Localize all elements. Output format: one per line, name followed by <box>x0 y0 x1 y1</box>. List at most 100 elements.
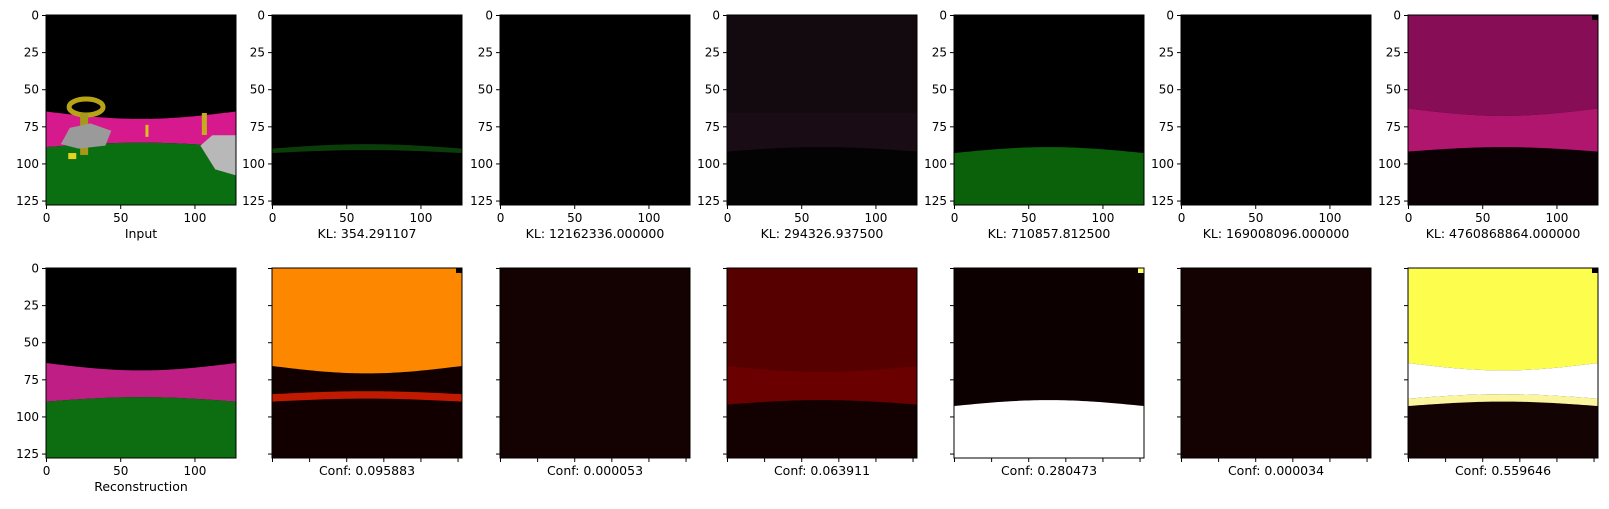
y-tick-label: 100 <box>16 410 39 424</box>
top-panel-4: 0 50 100 0 25 50 75 100 125 KL: 710857.812500 <box>924 9 1145 241</box>
top-panel-1: 0 50 100 0 25 50 75 100 125 KL: 354.291107 <box>242 9 463 241</box>
white-wall-band <box>1408 363 1598 399</box>
green-horizon-line <box>272 144 462 154</box>
x-tick-label: 100 <box>1091 211 1114 225</box>
dark-floor <box>727 400 917 458</box>
y-tick-label: 25 <box>24 299 39 313</box>
red-horizon-band <box>272 391 462 402</box>
image-heatmap <box>272 268 462 458</box>
orange-sky-region <box>272 268 462 374</box>
y-tick-label: 50 <box>1386 83 1401 97</box>
corner-pixel <box>456 268 462 273</box>
x-tick-label: 0 <box>43 464 51 478</box>
top-panel-5: 0 50 100 0 25 50 75 100 125 KL: 169008096.000000 <box>1151 9 1372 241</box>
image-heatmap <box>954 268 1144 458</box>
x-tick-label: 50 <box>567 211 582 225</box>
floor-region <box>46 142 236 205</box>
y-tick-label: 25 <box>24 46 39 60</box>
y-tick-label: 0 <box>31 262 39 276</box>
panel-caption: Conf: 0.280473 <box>1001 463 1097 478</box>
panel-caption: KL: 4760868864.000000 <box>1426 226 1581 241</box>
wall-band <box>46 363 236 402</box>
conf-background <box>1181 268 1371 458</box>
pale-horizon-band <box>1408 394 1598 407</box>
panel-caption: KL: 710857.812500 <box>988 226 1111 241</box>
top-panel-0: 0 50 100 0 25 50 75 100 125 Input <box>16 9 237 241</box>
bottom-panel-3: Conf: 0.063911 <box>723 267 918 478</box>
y-tick-label: 50 <box>932 83 947 97</box>
axes-frame <box>45 267 237 459</box>
axes-frame <box>726 14 918 206</box>
yellow-sky-region <box>1408 268 1598 371</box>
dark-floor <box>727 147 917 205</box>
y-tick-label: 25 <box>250 46 265 60</box>
x-tick-label: 0 <box>1178 211 1186 225</box>
axes-frame <box>953 267 1145 459</box>
x-tick-label: 100 <box>637 211 660 225</box>
x-tick-label: 0 <box>951 211 959 225</box>
red-wall-band <box>727 365 917 405</box>
y-tick-label: 50 <box>478 83 493 97</box>
y-tick-label: 100 <box>470 157 493 171</box>
x-tick-label: 50 <box>794 211 809 225</box>
y-tick-label: 25 <box>478 46 493 60</box>
magenta-sky-region <box>1408 15 1598 116</box>
y-tick-label: 75 <box>478 120 493 134</box>
magenta-wall-band <box>1408 108 1598 152</box>
y-tick-label: 0 <box>712 9 720 23</box>
image-heatmap <box>1181 268 1371 458</box>
image-heatmap <box>46 268 236 458</box>
panel-caption: Conf: 0.559646 <box>1455 463 1551 478</box>
small-key-icon <box>201 112 207 135</box>
x-tick-label: 50 <box>1475 211 1490 225</box>
y-tick-label: 50 <box>250 83 265 97</box>
y-tick-label: 100 <box>1378 157 1401 171</box>
panel-caption: KL: 169008096.000000 <box>1203 226 1350 241</box>
y-tick-label: 25 <box>1386 46 1401 60</box>
y-tick-label: 75 <box>24 120 39 134</box>
panel-caption: Conf: 0.095883 <box>319 463 415 478</box>
tiny-key-icon <box>145 124 149 137</box>
image-heatmap <box>46 15 236 205</box>
image-heatmap <box>954 15 1144 205</box>
y-tick-label: 125 <box>1151 194 1174 208</box>
y-tick-label: 125 <box>16 447 39 461</box>
x-tick-label: 0 <box>1405 211 1413 225</box>
y-tick-label: 0 <box>257 9 265 23</box>
y-tick-label: 125 <box>470 194 493 208</box>
y-tick-label: 50 <box>24 83 39 97</box>
y-tick-label: 0 <box>1393 9 1401 23</box>
x-tick-label: 0 <box>497 211 505 225</box>
image-heatmap <box>727 268 917 458</box>
latent-background <box>1181 15 1371 205</box>
axes-frame <box>271 267 463 459</box>
bottom-panel-6: Conf: 0.559646 <box>1404 267 1599 478</box>
axes-frame <box>45 14 237 206</box>
y-tick-label: 125 <box>242 194 265 208</box>
corner-pixel <box>1592 268 1598 273</box>
top-panel-6: 0 50 100 0 25 50 75 100 125 KL: 4760868864.000000 <box>1378 9 1599 241</box>
y-tick-label: 75 <box>705 120 720 134</box>
top-panel-3: 0 50 100 0 25 50 75 100 125 KL: 294326.937500 <box>697 9 918 241</box>
bottom-panel-2: Conf: 0.000053 <box>496 267 691 478</box>
dim-wall-band <box>727 112 917 152</box>
panel-caption: Input <box>125 226 157 241</box>
y-tick-label: 75 <box>1386 120 1401 134</box>
y-tick-label: 100 <box>242 157 265 171</box>
image-heatmap <box>500 15 690 205</box>
image-heatmap <box>500 268 690 458</box>
axes-frame <box>1407 267 1599 459</box>
x-tick-label: 100 <box>183 464 206 478</box>
x-tick-label: 50 <box>113 464 128 478</box>
x-tick-label: 0 <box>269 211 277 225</box>
y-tick-label: 50 <box>705 83 720 97</box>
latent-background <box>500 15 690 205</box>
y-tick-label: 100 <box>697 157 720 171</box>
y-tick-label: 25 <box>1159 46 1174 60</box>
y-tick-label: 75 <box>932 120 947 134</box>
y-tick-label: 125 <box>16 194 39 208</box>
corner-pixel <box>1138 268 1144 273</box>
green-floor-region <box>954 147 1144 205</box>
bottom-panel-4: Conf: 0.280473 <box>950 267 1145 478</box>
